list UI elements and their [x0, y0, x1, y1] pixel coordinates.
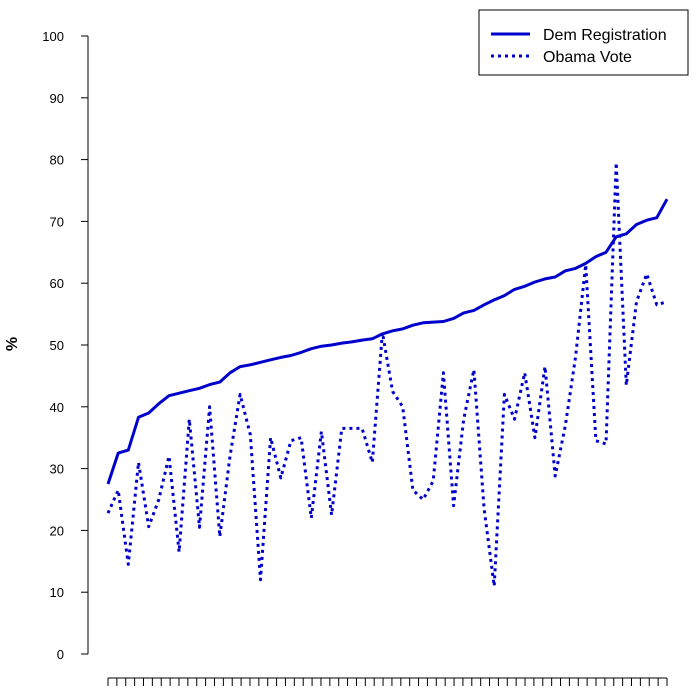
legend: Dem Registration Obama Vote — [478, 9, 689, 76]
y-tick-label-90: 90 — [50, 91, 64, 106]
y-axis-label: % — [4, 337, 21, 351]
y-tick-label-50: 50 — [50, 338, 64, 353]
series-line-obama-vote — [106, 161, 668, 588]
y-ticks: 0 10 20 30 40 50 60 70 80 90 100 — [42, 29, 88, 662]
legend-box — [478, 9, 689, 76]
y-tick-label-100: 100 — [42, 29, 64, 44]
y-tick-label-40: 40 — [50, 400, 64, 415]
y-tick-label-10: 10 — [50, 585, 64, 600]
y-tick-label-60: 60 — [50, 276, 64, 291]
y-axis: 0 10 20 30 40 50 60 70 80 90 100 — [42, 29, 89, 662]
y-tick-label-70: 70 — [50, 214, 64, 229]
y-tick-label-20: 20 — [50, 523, 64, 538]
legend-label-dem-registration: Dem Registration — [543, 27, 667, 44]
y-tick-label-0: 0 — [57, 647, 64, 662]
series-layer — [106, 161, 669, 588]
series-line-dem-registration — [106, 198, 669, 485]
y-tick-label-30: 30 — [50, 462, 64, 477]
legend-label-obama-vote: Obama Vote — [543, 49, 632, 66]
x-ticks — [107, 678, 668, 686]
x-axis — [107, 677, 668, 686]
y-tick-label-80: 80 — [50, 153, 64, 168]
